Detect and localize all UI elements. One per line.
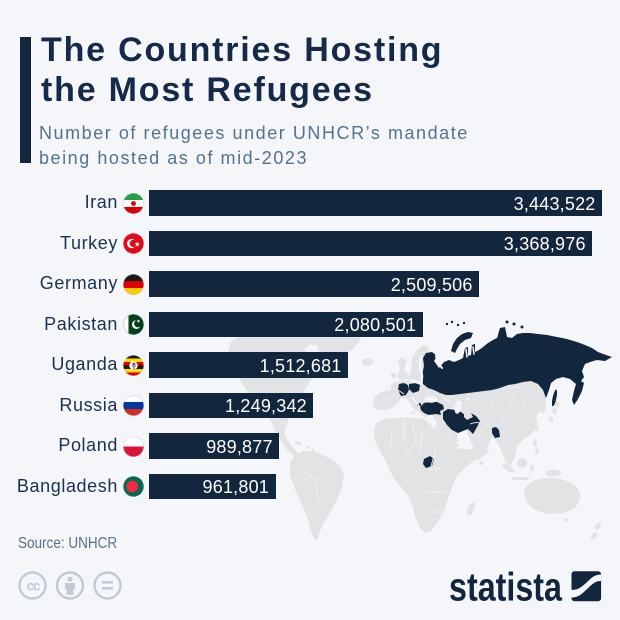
svg-text:statista: statista — [449, 567, 563, 607]
svg-text:cc: cc — [27, 578, 41, 593]
